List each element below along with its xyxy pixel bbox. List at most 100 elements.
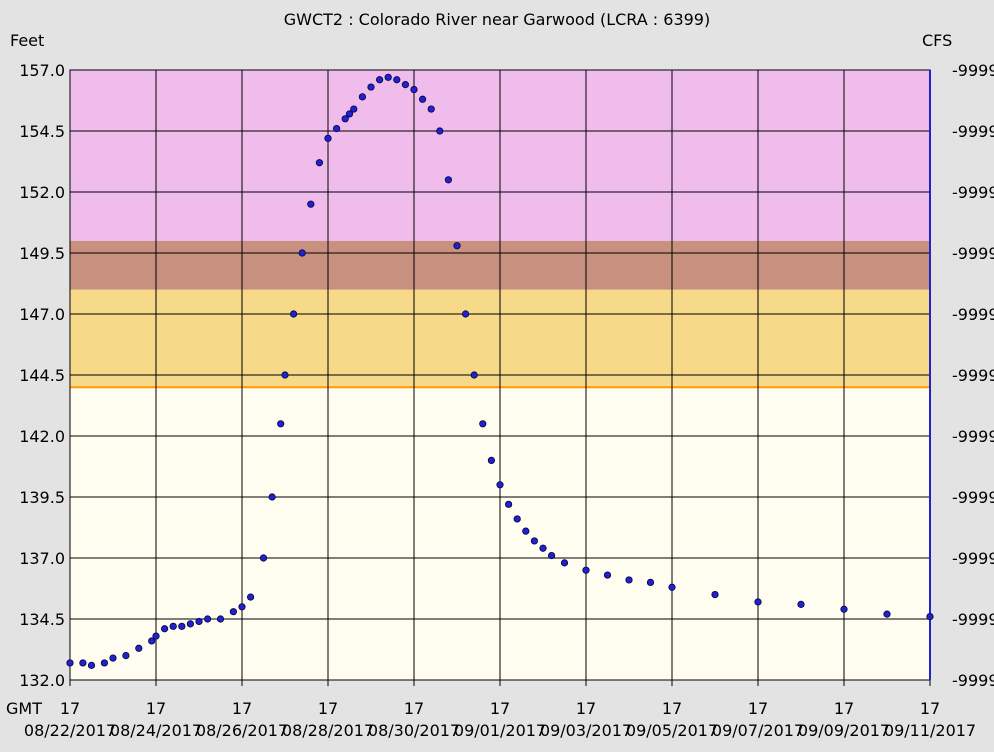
- data-point: [453, 242, 461, 250]
- x-tick-hour-6: 17: [576, 699, 596, 718]
- data-point: [216, 615, 225, 623]
- data-point: [122, 651, 130, 660]
- x-tick-date-4: 08/30/2017: [368, 721, 460, 740]
- data-point: [427, 105, 435, 113]
- data-point: [401, 81, 409, 89]
- data-point: [268, 493, 276, 501]
- data-point: [547, 551, 556, 560]
- data-point: [238, 603, 246, 611]
- x-tick-date-5: 09/01/2017: [454, 721, 546, 740]
- data-point: [393, 76, 401, 84]
- data-point: [169, 622, 177, 630]
- x-tick-hour-3: 17: [318, 699, 338, 718]
- data-point: [247, 593, 255, 601]
- x-tick-hour-1: 17: [146, 699, 166, 718]
- x-tick-hour-10: 17: [920, 699, 940, 718]
- data-point: [496, 481, 504, 489]
- data-point: [204, 615, 212, 623]
- y-tick-label-right-1: -9999: [952, 610, 994, 629]
- data-point: [513, 515, 521, 523]
- data-point: [350, 105, 358, 113]
- data-point: [259, 554, 268, 562]
- y-tick-label-right-7: -9999: [952, 244, 994, 263]
- data-point: [332, 124, 341, 133]
- data-point: [384, 73, 392, 81]
- data-point: [358, 93, 366, 101]
- x-tick-hour-5: 17: [490, 699, 510, 718]
- data-point: [367, 83, 375, 91]
- data-point: [668, 583, 676, 591]
- data-point: [79, 659, 87, 667]
- data-point: [186, 620, 194, 628]
- data-point: [883, 610, 891, 618]
- y-tick-label-0: 132.0: [19, 671, 65, 690]
- data-point: [315, 159, 323, 167]
- data-point: [229, 608, 237, 616]
- y-tick-label-right-4: -9999: [952, 427, 994, 446]
- y-tick-label-9: 154.5: [19, 122, 65, 141]
- data-point: [307, 200, 315, 208]
- y-tick-label-6: 147.0: [19, 305, 65, 324]
- x-tick-hour-4: 17: [404, 699, 424, 718]
- data-point: [530, 537, 539, 545]
- data-point: [436, 127, 444, 135]
- data-point: [603, 571, 612, 579]
- x-tick-date-1: 08/24/2017: [110, 721, 202, 740]
- data-point: [324, 134, 332, 142]
- data-point: [625, 576, 633, 584]
- x-tick-hour-0: 17: [60, 699, 80, 718]
- y-tick-label-right-8: -9999: [952, 183, 994, 202]
- x-tick-date-7: 09/05/2017: [626, 721, 718, 740]
- right-y-tick-labels: -9999 -9999 -9999 -9999 -9999 -9999 -9999 -9999…: [952, 61, 994, 690]
- data-point: [797, 600, 805, 608]
- data-point: [410, 85, 418, 94]
- x-tick-hour-8: 17: [748, 699, 768, 718]
- y-tick-label-4: 142.0: [19, 427, 65, 446]
- y-tick-label-7: 149.5: [19, 244, 65, 263]
- x-tick-date-10: 09/11/2017: [884, 721, 976, 740]
- x-tick-labels: 17 08/22/2017 17 08/24/2017 17 08/26/2017 17 08…: [24, 699, 976, 740]
- left-y-tick-labels: 132.0 134.5 137.0 139.5 142.0 144.5 147.0 149.5…: [19, 61, 65, 690]
- data-point: [582, 566, 590, 574]
- data-point: [100, 659, 109, 667]
- stage-series: [66, 73, 934, 669]
- y-tick-label-right-2: -9999: [952, 549, 994, 568]
- data-point: [479, 420, 487, 428]
- x-tick-date-8: 09/07/2017: [712, 721, 804, 740]
- data-point: [109, 654, 117, 662]
- data-point: [487, 456, 495, 464]
- data-point: [375, 76, 384, 84]
- chart-title: GWCT2 : Colorado River near Garwood (LCR…: [284, 10, 710, 29]
- x-tick-date-2: 08/26/2017: [196, 721, 288, 740]
- data-point: [66, 659, 74, 667]
- y-tick-label-right-5: -9999: [952, 366, 994, 385]
- data-point: [539, 544, 547, 552]
- y-axis-label-right: CFS: [922, 31, 952, 50]
- data-point: [560, 559, 569, 567]
- y-tick-label-8: 152.0: [19, 183, 65, 202]
- x-tick-hour-7: 17: [662, 699, 682, 718]
- x-tick-hour-9: 17: [834, 699, 854, 718]
- y-tick-label-right-3: -9999: [952, 488, 994, 507]
- data-point: [148, 637, 156, 645]
- y-tick-label-2: 137.0: [19, 549, 65, 568]
- data-point: [646, 578, 655, 587]
- data-point: [195, 617, 203, 626]
- y-tick-label-right-6: -9999: [952, 305, 994, 324]
- x-tick-date-6: 09/03/2017: [540, 721, 632, 740]
- y-tick-label-right-9: -9999: [952, 122, 994, 141]
- data-point: [444, 176, 452, 184]
- data-point: [281, 371, 289, 379]
- y-axis-label-left: Feet: [10, 31, 44, 50]
- x-tick-hour-2: 17: [232, 699, 252, 718]
- y-tick-label-3: 139.5: [19, 488, 65, 507]
- data-point: [470, 371, 478, 379]
- data-point: [135, 644, 143, 652]
- y-tick-label-1: 134.5: [19, 610, 65, 629]
- data-point: [418, 95, 427, 103]
- data-point: [152, 632, 160, 640]
- data-point: [87, 661, 96, 669]
- x-tick-date-0: 08/22/2017: [24, 721, 116, 740]
- y-tick-label-10: 157.0: [19, 61, 65, 80]
